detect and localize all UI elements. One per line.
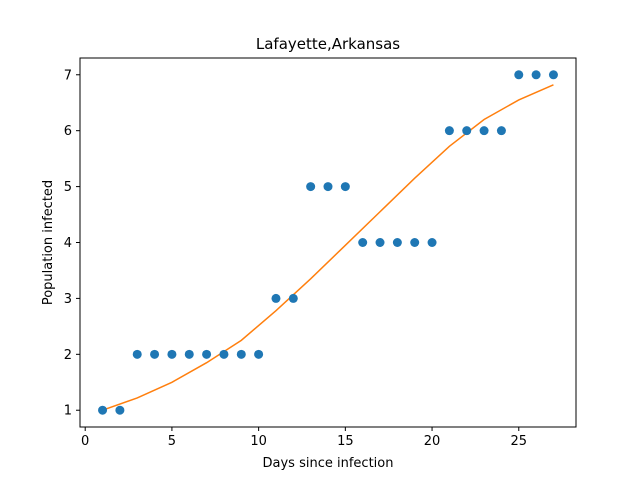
plot-area [98,70,558,415]
y-tick-label: 5 [64,180,72,195]
x-axis: 0 5 10 15 20 25 [81,427,527,449]
x-tick-label: 5 [168,434,176,449]
x-tick-label: 20 [424,434,441,449]
data-point [150,349,160,359]
data-point [444,126,454,136]
data-point [340,182,350,192]
data-point [236,349,246,359]
data-point [531,70,541,80]
data-point [427,238,437,247]
data-point [219,349,229,359]
fit-curve-line [102,84,554,411]
y-tick-label: 3 [64,292,72,307]
data-point [167,349,177,359]
data-point [132,349,142,359]
data-point [462,126,472,136]
data-point [98,405,108,415]
data-point [115,405,125,415]
y-tick-label: 4 [64,236,72,251]
data-point [202,349,212,359]
x-tick-label: 15 [337,434,354,449]
data-point [392,238,402,247]
data-point [410,238,420,247]
x-tick-label: 0 [81,434,89,449]
chart-title: Lafayette,Arkansas [256,35,400,53]
y-tick-label: 1 [64,404,72,419]
data-point [514,70,524,80]
data-point [358,238,368,247]
data-point [306,182,316,192]
data-point [184,349,194,359]
data-point [323,182,333,192]
data-point [288,293,298,303]
data-point [375,238,385,247]
data-point [254,349,264,359]
data-point [271,293,281,303]
y-tick-label: 2 [64,348,72,363]
y-tick-label: 6 [64,124,72,139]
data-point [496,126,506,136]
y-axis-label: Population infected [41,180,56,305]
y-axis: 1 2 3 4 5 6 7 [64,68,80,419]
x-tick-label: 10 [250,434,267,449]
plot-frame [79,57,577,428]
y-tick-label: 7 [64,68,72,83]
x-axis-label: Days since infection [263,456,394,471]
data-point [548,70,558,80]
data-point [479,126,489,136]
x-tick-label: 25 [510,434,527,449]
